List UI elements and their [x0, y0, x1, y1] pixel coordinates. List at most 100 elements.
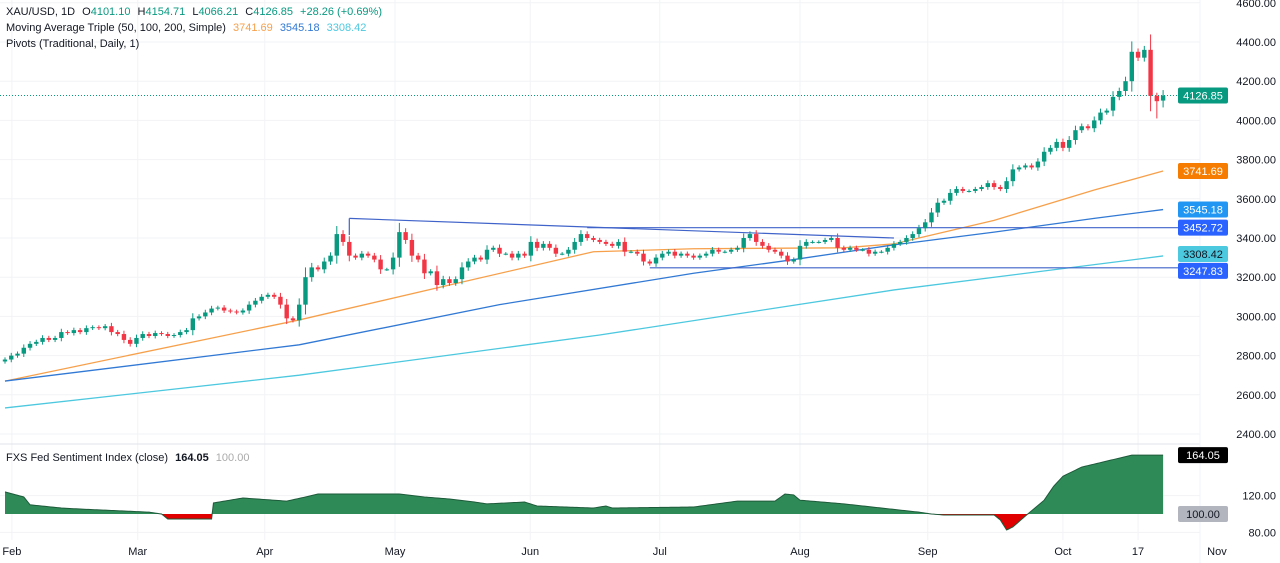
candle-body	[597, 239, 602, 242]
candle-body	[691, 255, 696, 258]
candle-body	[1129, 51, 1134, 82]
candle-body	[1142, 49, 1147, 58]
candle-body	[234, 311, 239, 313]
sentiment-baseline: 100.00	[215, 452, 250, 464]
candle-body	[441, 279, 446, 286]
candle-body	[384, 269, 390, 271]
candle-body	[635, 251, 640, 254]
candle-body	[215, 307, 221, 309]
sentiment-axis-label: 80.00	[1248, 527, 1276, 539]
candle-body	[797, 245, 803, 260]
time-label: Aug	[790, 546, 810, 558]
candle-body	[897, 241, 903, 244]
candle-body	[9, 355, 14, 360]
candle-body	[941, 200, 947, 203]
candle-body	[153, 333, 158, 336]
candle-body	[1110, 96, 1116, 111]
candle-body	[165, 334, 170, 336]
sentiment-area	[4, 454, 1164, 531]
candle-body	[1073, 130, 1078, 140]
price-label: 3200.00	[1236, 272, 1276, 284]
ma100-tag: 3545.18	[1183, 205, 1223, 217]
candle-body	[1067, 140, 1072, 148]
candle-body	[966, 190, 972, 192]
candle-body	[685, 253, 690, 256]
ma-line-200	[4, 255, 1164, 409]
candle-body	[271, 294, 277, 297]
candle-body	[754, 234, 759, 242]
candle-body	[741, 238, 746, 248]
time-label: Oct	[1054, 546, 1071, 558]
ohlc-open: O4101.10	[82, 6, 130, 18]
candle-body	[622, 241, 627, 252]
candle-body	[1117, 91, 1122, 97]
candle-body	[102, 326, 108, 329]
candle-body	[128, 339, 133, 344]
ma50-tag-bg	[1178, 163, 1228, 180]
candle-body	[516, 253, 521, 258]
candle-body	[603, 241, 609, 244]
candle-body	[184, 330, 189, 333]
sentiment-line	[4, 454, 1164, 531]
candle-body	[328, 255, 333, 262]
symbol-title: XAU/USD, 1D	[6, 6, 76, 18]
candle-body	[841, 247, 847, 250]
candle-body	[610, 243, 615, 246]
candle-body	[591, 238, 596, 240]
pivots-legend[interactable]: Pivots (Traditional, Daily, 1)	[6, 38, 143, 50]
ma-legend[interactable]: Moving Average Triple (50, 100, 200, Sim…	[6, 22, 370, 34]
candle-body	[59, 332, 64, 338]
candle-body	[722, 251, 728, 253]
candle-body	[553, 247, 559, 254]
candle-body	[816, 241, 821, 243]
candle-body	[359, 253, 365, 258]
candle-body	[991, 183, 997, 188]
price-label: 4400.00	[1236, 37, 1276, 49]
candle-body	[1023, 165, 1028, 168]
candle-body	[115, 332, 120, 335]
time-label: Apr	[256, 546, 273, 558]
candle-body	[428, 271, 433, 274]
candle-body	[459, 267, 465, 280]
candle-body	[960, 189, 965, 191]
pivots-legend-name: Pivots (Traditional, Daily, 1)	[6, 38, 140, 50]
candle-body	[772, 249, 778, 252]
pivot-tag-upper-bg	[1178, 219, 1228, 236]
ma50-value: 3741.69	[232, 22, 273, 34]
candle-body	[109, 326, 114, 333]
candle-body	[71, 330, 77, 334]
candle-body	[365, 253, 371, 256]
price-axis-labels: 4600.00 4400.00 4200.00 4000.00 3800.00 3600.…	[1236, 0, 1276, 539]
time-axis-labels[interactable]: Feb Mar Apr May Jun Jul Aug Sep Oct 17 Nov	[2, 546, 1227, 558]
candle-body	[253, 300, 258, 305]
price-label: 4600.00	[1236, 0, 1276, 10]
candle-body	[415, 255, 421, 260]
candle-body	[822, 239, 828, 242]
candle-body	[259, 296, 264, 301]
time-label: 17	[1132, 546, 1144, 558]
candle-body	[678, 253, 684, 256]
ohlc-open-label: O	[82, 6, 91, 18]
pivot-tag-lower: 3247.83	[1183, 266, 1223, 278]
candle-body	[466, 261, 471, 268]
candle-body	[1041, 151, 1047, 162]
ohlc-high-label: H	[137, 6, 146, 18]
price-label: 2400.00	[1236, 429, 1276, 441]
candle-body	[1035, 161, 1041, 168]
candle-body	[1048, 147, 1053, 152]
candle-body	[891, 243, 897, 248]
candle-body	[879, 251, 884, 253]
candle-body	[785, 255, 790, 262]
price-label: 3400.00	[1236, 233, 1276, 245]
time-label: Jul	[653, 546, 667, 558]
sentiment-legend[interactable]: FXS Fed Sentiment Index (close) 164.05 1…	[6, 452, 253, 464]
symbol-legend[interactable]: XAU/USD, 1D O4101.10 H4154.71 L4066.21 C…	[6, 6, 386, 18]
time-label: Mar	[128, 546, 147, 558]
candle-body	[1154, 95, 1160, 102]
candle-body	[472, 257, 477, 262]
candle-body	[904, 238, 909, 242]
candle-body	[547, 243, 552, 248]
candle-body	[628, 251, 634, 253]
sentiment-value-tag-bg	[1178, 447, 1228, 464]
